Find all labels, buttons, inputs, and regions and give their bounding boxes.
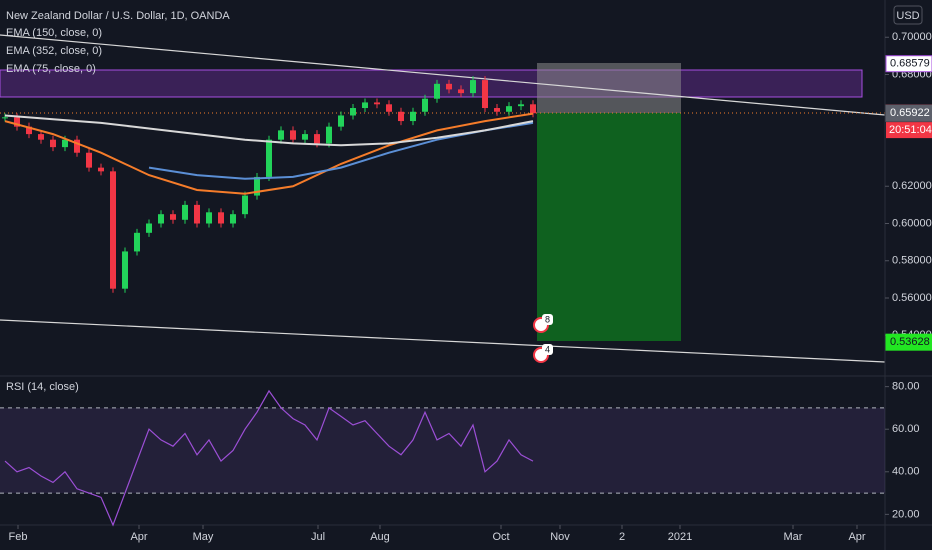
candle: [290, 130, 296, 140]
candle: [458, 89, 464, 94]
indicator-label: EMA (75, close, 0): [6, 63, 96, 75]
candle: [434, 83, 440, 99]
event-count-box: [542, 314, 553, 325]
time-label: Apr: [130, 531, 147, 543]
time-label: 2: [619, 531, 625, 543]
candle: [338, 115, 344, 127]
rsi-tick-label: 60.00: [892, 423, 920, 435]
stop-zone[interactable]: [537, 63, 681, 113]
countdown: 20:51:04: [889, 124, 932, 136]
candle: [218, 212, 224, 224]
countdown-box: [886, 122, 932, 139]
price-tick-label: 0.58000: [892, 255, 932, 267]
upper-trendline[interactable]: [0, 34, 886, 116]
candle: [2, 117, 8, 119]
price-tick-label: 0.70000: [892, 31, 932, 43]
candle: [146, 223, 152, 233]
candle: [266, 139, 272, 177]
candle: [326, 126, 332, 144]
candle: [362, 102, 368, 109]
price-label-box: [885, 55, 932, 73]
currency-button[interactable]: [893, 5, 923, 25]
time-label: 2021: [668, 531, 692, 543]
target-zone[interactable]: [537, 113, 681, 341]
candle: [26, 126, 32, 135]
candle: [122, 251, 128, 289]
time-label: Aug: [370, 531, 390, 543]
candle: [398, 111, 404, 122]
candle: [314, 134, 320, 144]
time-label: Jul: [311, 531, 325, 543]
candle: [158, 214, 164, 224]
time-label: Oct: [492, 531, 509, 543]
candle: [38, 134, 44, 140]
price-tick-label: 0.62000: [892, 180, 932, 192]
candle: [530, 104, 536, 114]
event-count-box: [542, 344, 553, 355]
indicator-label: EMA (150, close, 0): [6, 27, 102, 39]
rsi-title: RSI (14, close): [6, 381, 79, 393]
candle: [350, 108, 356, 116]
candle: [374, 102, 380, 105]
candle: [422, 98, 428, 112]
candle: [134, 232, 140, 252]
event-count: 4: [545, 344, 550, 354]
candle: [302, 134, 308, 140]
candle: [518, 104, 524, 107]
candle: [86, 152, 92, 168]
candle: [278, 130, 284, 140]
candle: [50, 139, 56, 148]
currency-label[interactable]: USD: [896, 10, 919, 22]
price-tick-label: 0.56000: [892, 292, 932, 304]
ema-line: [4, 112, 534, 195]
rsi-line: [4, 389, 534, 527]
candle: [242, 195, 248, 215]
candle: [230, 214, 236, 224]
candle: [410, 111, 416, 122]
rsi-tick-label: 20.00: [892, 508, 920, 520]
price-label-box: [885, 333, 932, 351]
candle: [74, 139, 80, 153]
candle: [482, 80, 488, 109]
candle: [62, 139, 68, 148]
candle: [206, 212, 212, 224]
candle: [386, 104, 392, 112]
candle: [470, 80, 476, 94]
indicator-label: EMA (352, close, 0): [6, 45, 102, 57]
rsi-tick-label: 40.00: [892, 466, 920, 478]
time-label: Nov: [550, 531, 570, 543]
time-label: Apr: [848, 531, 865, 543]
lower-trendline[interactable]: [0, 319, 886, 363]
candle: [506, 106, 512, 112]
candle: [110, 171, 116, 289]
candle: [194, 204, 200, 224]
candle: [182, 204, 188, 220]
candle: [170, 214, 176, 220]
symbol-title: New Zealand Dollar / U.S. Dollar, 1D, OA…: [6, 10, 230, 22]
candle: [494, 108, 500, 112]
candle: [254, 176, 260, 196]
rsi-band: [0, 407, 885, 494]
price-label-box: [885, 104, 932, 122]
price-label: 0.68579: [890, 58, 930, 70]
ema-line: [4, 114, 534, 147]
time-label: Mar: [784, 531, 803, 543]
event-count: 8: [545, 314, 550, 324]
price-label: 0.53628: [890, 336, 930, 348]
rsi-tick-label: 80.00: [892, 381, 920, 393]
candle: [98, 167, 104, 172]
time-label: Feb: [9, 531, 28, 543]
time-label: May: [193, 531, 214, 543]
candle: [446, 83, 452, 90]
price-tick-label: 0.60000: [892, 217, 932, 229]
price-label: 0.65922: [890, 107, 930, 119]
candle: [14, 117, 20, 127]
